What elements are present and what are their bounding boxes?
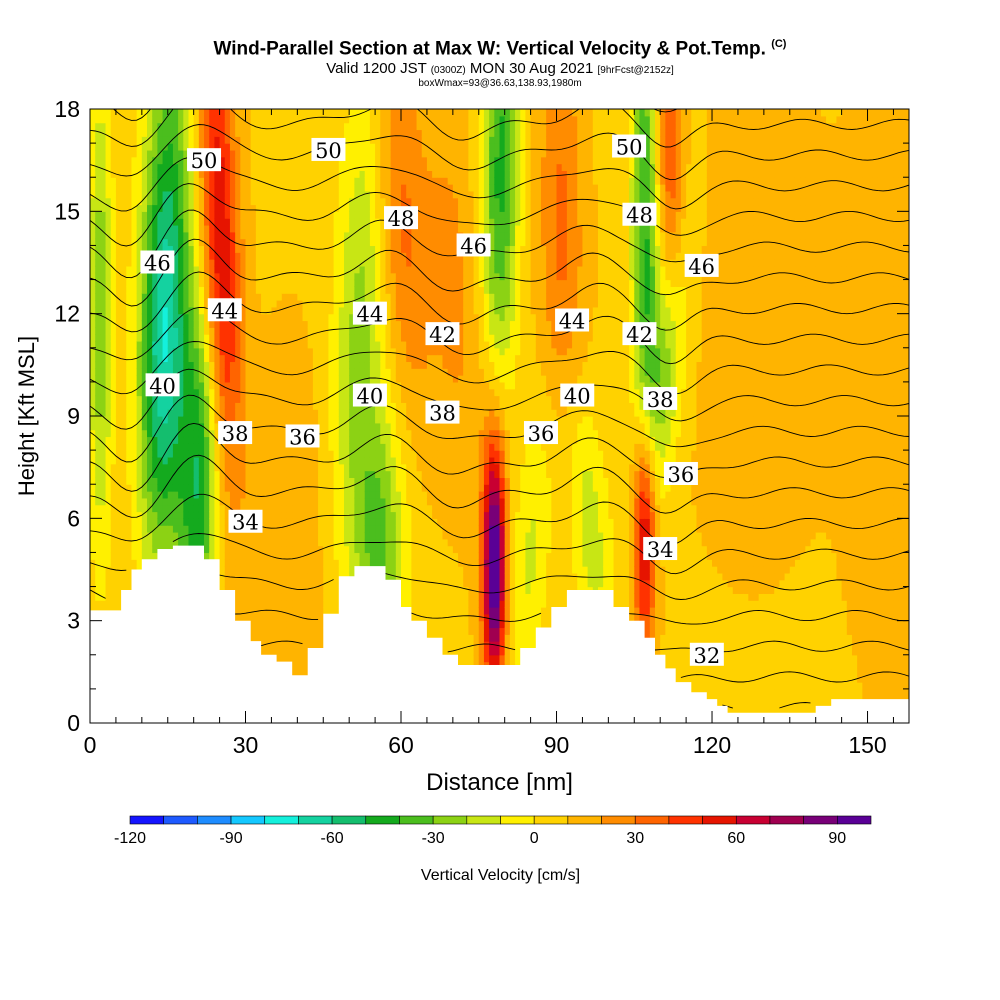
colorbar-tick-label: 90 [828,830,846,847]
y-tick-label: 9 [67,403,80,429]
contour-label: 46 [456,233,491,258]
colorbar-swatch [230,815,266,825]
colorbar-tick-label: 30 [626,830,644,847]
y-tick-label: 3 [67,608,80,634]
contour-label: 34 [228,509,263,535]
y-tick-label: 6 [67,505,80,531]
theta-contour-45 [90,238,909,307]
colorbar-swatch [533,815,569,825]
y-tick-label: 0 [67,710,80,736]
colorbar-swatch [567,815,602,825]
theta-contour-51 [112,109,679,121]
colorbar-swatch [264,815,299,825]
theta-contour-44 [90,271,909,333]
contour-label: 40 [352,383,387,409]
theta-contour-52 [126,93,131,94]
contour-label: 38 [218,421,253,446]
theta-contour-38 [90,454,909,518]
theta-contour-35 [90,573,909,600]
contour-label: 38 [643,386,678,412]
contour-label: 34 [643,537,678,562]
colorbar-swatch [432,815,468,825]
colorbar-swatch [399,815,434,825]
theta-contour-48 [90,156,909,212]
theta-contour-36 [90,533,909,575]
x-tick-label: 90 [544,732,570,758]
theta-contour-46 [90,209,909,279]
contour-label: 48 [622,202,657,228]
colorbar-swatch [365,815,400,825]
terrain-mask [90,545,909,723]
contour-label: 42 [622,322,657,347]
colorbar-swatch [702,815,737,825]
contour-label: 38 [425,400,460,426]
x-axis-label: Distance [nm] [426,769,573,796]
contour-label: 46 [140,250,175,276]
colorbar-swatch [803,815,838,825]
contour-label: 42 [425,322,460,347]
theta-contour-39 [90,422,909,492]
y-tick-label: 12 [54,301,80,327]
colorbar-swatch [735,815,771,825]
chart-box-info: boxWmax=93@36.63,138.93,1980m [418,78,582,89]
x-tick-label: 30 [233,732,259,758]
theta-contour-50 [90,109,909,148]
colorbar-tick-label: 0 [530,830,539,847]
contour-label: 48 [384,206,419,231]
colorbar-swatch [298,815,333,825]
contour-label: 50 [612,134,647,160]
x-tick-label: 60 [388,732,414,758]
contour-label: 50 [187,148,222,173]
contour-label: 36 [285,424,320,449]
contour-label: 46 [684,253,719,279]
theta-contour-37 [90,493,909,546]
colorbar-swatch [129,815,164,825]
colorbar-tick-label: 60 [727,830,745,847]
chart-title: Wind-Parallel Section at Max W: Vertical… [213,38,787,60]
contour-label: 36 [523,421,558,446]
colorbar-swatch [668,815,703,825]
theta-contour-42 [90,341,909,395]
y-tick-label: 15 [54,198,80,224]
contour-label: 44 [207,298,242,323]
colorbar-swatch [634,815,670,825]
theta-contour-41 [90,368,909,430]
chart-subtitle: Valid 1200 JST (0300Z) MON 30 Aug 2021 [… [326,60,674,77]
contour-label: 40 [145,373,180,398]
contour-label: 36 [663,461,698,487]
theta-contour-32 [680,671,909,683]
theta-contour-49 [90,124,909,181]
x-tick-label: 120 [693,732,731,758]
colorbar-swatch [837,815,872,825]
x-tick-label: 150 [848,732,886,758]
colorbar-swatch [769,815,804,825]
contour-label: 44 [555,308,590,333]
colorbar-swatch [500,815,535,825]
y-axis-label: Height [Kft MSL] [14,336,39,496]
colorbar-tick-label: -120 [114,830,146,847]
colorbar-swatch [466,815,501,825]
y-tick-label: 18 [54,96,80,122]
colorbar-tick-label: -90 [219,830,242,847]
theta-contour-47 [90,183,909,247]
contour-label: 32 [689,642,724,668]
colorbar-swatch [197,815,232,825]
theta-contour-34 [235,609,909,625]
contour-label: 44 [352,301,387,327]
colorbar-swatch [601,815,636,825]
colorbar-swatch [163,815,198,825]
colorbar-tick-label: -30 [422,830,445,847]
colorbar-label: Vertical Velocity [cm/s] [421,867,580,884]
copyright-mark: (C) [771,38,787,50]
x-tick-label: 0 [84,732,97,758]
contour-label: 40 [560,383,595,409]
colorbar-tick-label: -60 [321,830,344,847]
colorbar-swatch [331,815,367,825]
contour-label: 50 [311,137,346,163]
